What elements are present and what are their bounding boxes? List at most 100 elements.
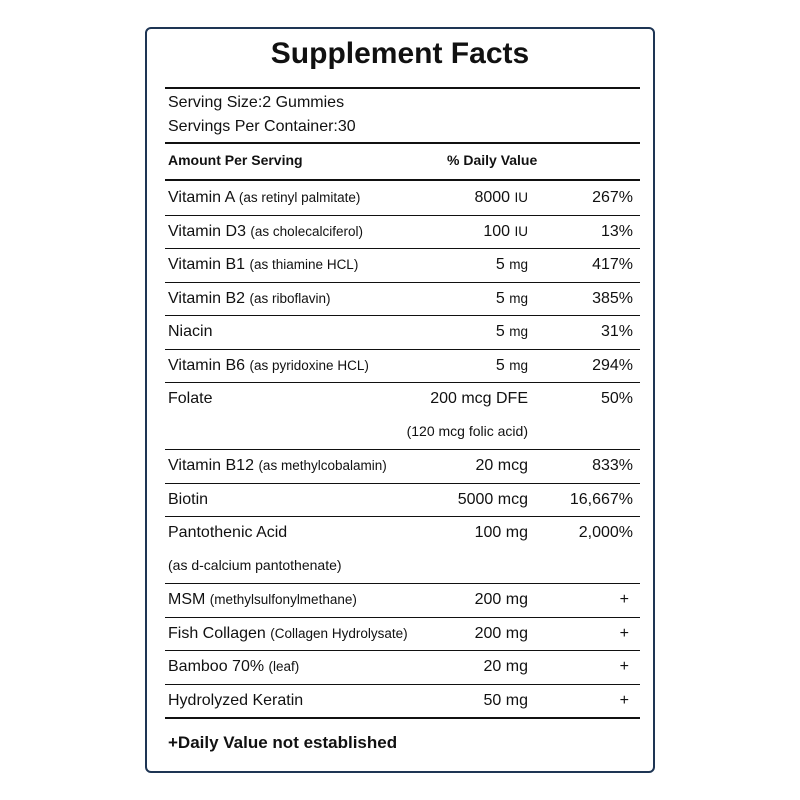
nutrient-name: Fish Collagen (Collagen Hydrolysate)	[168, 625, 408, 643]
amount-value: 100	[483, 222, 511, 240]
nutrient-name: Vitamin B2 (as riboflavin)	[168, 290, 331, 308]
amount-unit: IU	[514, 190, 529, 205]
nutrient-name: Hydrolyzed Keratin	[168, 692, 303, 710]
rule	[165, 248, 640, 249]
amount: 5 mg	[496, 323, 528, 341]
rule	[165, 683, 640, 685]
amount: 100 IU	[483, 223, 528, 241]
amount: 5 mg	[496, 290, 528, 308]
nutrient-note: (as thiamine HCL)	[249, 257, 359, 272]
nutrient-note: (as methylcobalamin)	[258, 458, 387, 473]
name-text: Vitamin B6	[168, 356, 246, 374]
rule	[165, 583, 640, 584]
daily-value: 16,667%	[569, 490, 633, 508]
nutrient-note: (as retinyl palmitate)	[238, 190, 361, 205]
nutrient-name: Biotin	[168, 491, 208, 509]
nutrient-name: Niacin	[168, 323, 212, 341]
nutrient-name: Vitamin D3 (as cholecalciferol)	[168, 223, 363, 241]
rule	[165, 482, 640, 484]
name-text: Biotin	[168, 490, 209, 508]
daily-value: +	[619, 624, 629, 642]
name-text: Bamboo 70%	[168, 658, 265, 675]
daily-value: 385%	[592, 289, 633, 307]
serving-size: Serving Size:2 Gummies	[168, 94, 345, 111]
amount-value: 5	[495, 256, 505, 273]
daily-value: +	[619, 591, 629, 608]
nutrient-note: (Collagen Hydrolysate)	[270, 625, 408, 641]
nutrient-note: (as riboflavin)	[249, 290, 331, 306]
daily-value: +	[619, 691, 629, 709]
name-text: Folate	[168, 390, 213, 407]
rule	[165, 315, 640, 316]
rule	[165, 717, 640, 719]
daily-value: 267%	[592, 189, 633, 206]
nutrient-note: (as pyridoxine HCL)	[249, 357, 369, 373]
amount-unit: IU	[514, 223, 529, 239]
daily-value: 417%	[592, 256, 633, 273]
daily-value: +	[619, 658, 629, 675]
amount: 50 mg	[484, 692, 528, 710]
nutrient-note: (methylsulfonylmethane)	[209, 592, 357, 607]
header-amount: Amount Per Serving	[168, 152, 303, 168]
nutrient-name: Vitamin B12 (as methylcobalamin)	[168, 457, 387, 475]
sub-note: (as d-calcium pantothenate)	[168, 557, 342, 573]
name-text: Vitamin D3	[168, 222, 246, 240]
rule	[165, 214, 640, 216]
nutrient-name: Vitamin B1 (as thiamine HCL)	[168, 256, 358, 274]
amount-value: 5000 mcg	[457, 490, 528, 508]
title: Supplement Facts	[270, 37, 530, 70]
amount: 200 mcg DFE	[430, 390, 528, 408]
name-text: Vitamin B2	[168, 289, 246, 307]
nutrient-name: MSM (methylsulfonylmethane)	[168, 591, 357, 609]
header-daily-value: % Daily Value	[447, 152, 538, 168]
daily-value: 50%	[600, 390, 633, 407]
amount-value: 5	[495, 289, 505, 307]
rule	[165, 142, 640, 144]
name-text: Pantothenic Acid	[168, 524, 288, 541]
rule	[165, 348, 640, 350]
amount-value: 5	[495, 323, 505, 340]
amount-unit: mg	[509, 290, 528, 306]
rule	[165, 449, 640, 450]
name-text: Vitamin A	[168, 189, 235, 206]
rule	[165, 650, 640, 651]
nutrient-note: (as cholecalciferol)	[250, 223, 363, 239]
nutrient-name: Vitamin B6 (as pyridoxine HCL)	[168, 357, 369, 375]
amount-value: 100 mg	[474, 524, 528, 541]
rule	[165, 179, 640, 181]
amount: 200 mg	[475, 591, 528, 609]
nutrient-name: Bamboo 70% (leaf)	[168, 658, 299, 676]
nutrient-name: Folate	[168, 390, 212, 408]
rule	[165, 281, 640, 283]
daily-value: 294%	[592, 356, 633, 374]
amount-value: 20 mg	[483, 658, 528, 675]
amount-value: 200 mcg DFE	[430, 390, 528, 407]
rule	[165, 616, 640, 618]
amount-value: 20 mcg	[475, 457, 528, 474]
daily-value: 13%	[600, 222, 633, 240]
nutrient-note: (leaf)	[268, 659, 300, 674]
amount-value: 50 mg	[483, 691, 528, 709]
amount-value: 8000	[474, 189, 511, 206]
name-text: Fish Collagen	[168, 624, 266, 642]
daily-value: 31%	[600, 323, 633, 340]
amount-unit: mg	[509, 257, 528, 272]
name-text: Vitamin B1	[168, 256, 246, 273]
amount: 5 mg	[496, 256, 528, 274]
name-text: Niacin	[168, 323, 213, 340]
nutrient-name: Pantothenic Acid	[168, 524, 287, 542]
daily-value: 833%	[592, 457, 633, 474]
name-text: Vitamin B12	[168, 457, 254, 474]
nutrient-name: Vitamin A (as retinyl palmitate)	[168, 189, 360, 207]
amount: 20 mg	[484, 658, 528, 676]
amount: 100 mg	[475, 524, 528, 542]
daily-value: 2,000%	[578, 524, 633, 541]
amount: 5 mg	[496, 357, 528, 375]
rule	[165, 516, 640, 517]
rule	[165, 87, 640, 89]
amount-value: 5	[495, 356, 505, 374]
name-text: Hydrolyzed Keratin	[168, 691, 304, 709]
amount-unit: mg	[509, 324, 528, 339]
amount: 200 mg	[475, 625, 528, 643]
